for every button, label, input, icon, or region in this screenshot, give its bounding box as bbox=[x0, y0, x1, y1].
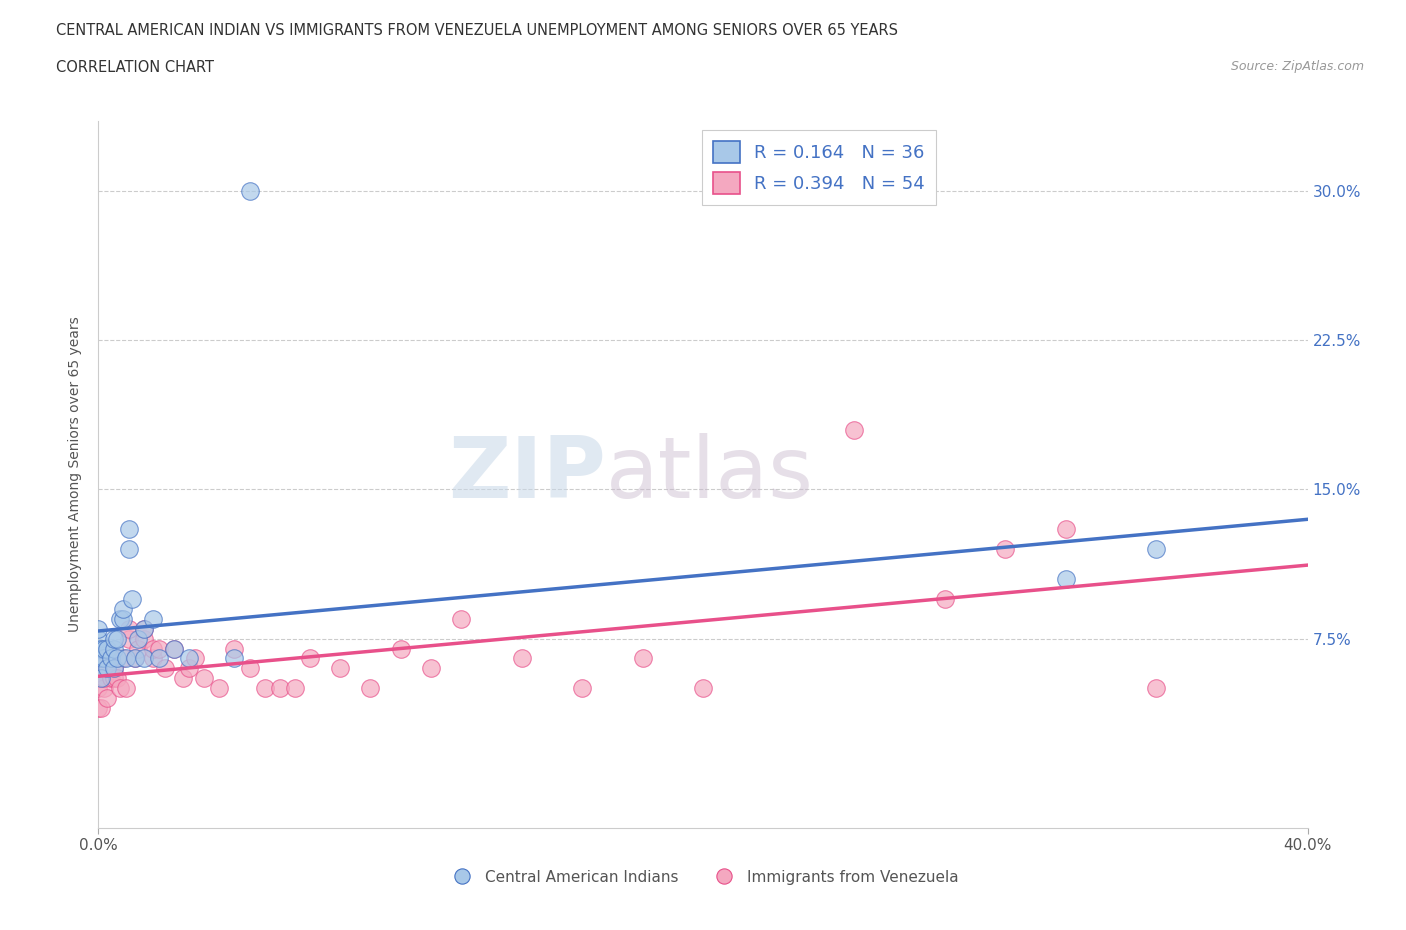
Point bbox=[692, 681, 714, 696]
Text: CORRELATION CHART: CORRELATION CHART bbox=[56, 60, 214, 75]
Point bbox=[103, 661, 125, 676]
Point bbox=[105, 671, 128, 685]
Point bbox=[118, 631, 141, 646]
Point bbox=[994, 541, 1017, 556]
Text: ZIP: ZIP bbox=[449, 432, 606, 516]
Point bbox=[87, 631, 110, 646]
Point bbox=[124, 651, 146, 666]
Point bbox=[90, 671, 112, 685]
Point bbox=[118, 621, 141, 636]
Point bbox=[108, 611, 131, 626]
Point bbox=[1054, 522, 1077, 537]
Point bbox=[111, 651, 134, 666]
Point bbox=[103, 631, 125, 646]
Point bbox=[121, 591, 143, 606]
Point bbox=[239, 661, 262, 676]
Point bbox=[96, 661, 118, 676]
Point bbox=[114, 681, 136, 696]
Point bbox=[224, 641, 246, 656]
Point bbox=[87, 651, 110, 666]
Point bbox=[148, 651, 170, 666]
Point bbox=[114, 651, 136, 666]
Legend: Central American Indians, Immigrants from Venezuela: Central American Indians, Immigrants fro… bbox=[441, 864, 965, 891]
Point bbox=[93, 671, 115, 685]
Point bbox=[132, 621, 155, 636]
Point bbox=[132, 621, 155, 636]
Point bbox=[132, 631, 155, 646]
Point bbox=[105, 651, 128, 666]
Point bbox=[90, 641, 112, 656]
Point bbox=[163, 641, 186, 656]
Point bbox=[844, 422, 866, 437]
Point bbox=[124, 651, 146, 666]
Point bbox=[93, 681, 115, 696]
Point bbox=[90, 671, 112, 685]
Point bbox=[360, 681, 382, 696]
Point bbox=[208, 681, 231, 696]
Point bbox=[1054, 571, 1077, 586]
Point bbox=[96, 641, 118, 656]
Point bbox=[142, 651, 165, 666]
Point bbox=[96, 661, 118, 676]
Point bbox=[142, 611, 165, 626]
Text: atlas: atlas bbox=[606, 432, 814, 516]
Point bbox=[184, 651, 207, 666]
Point bbox=[103, 661, 125, 676]
Point bbox=[100, 671, 122, 685]
Point bbox=[118, 522, 141, 537]
Point bbox=[153, 661, 176, 676]
Point bbox=[450, 611, 472, 626]
Point bbox=[148, 641, 170, 656]
Point bbox=[96, 691, 118, 706]
Point bbox=[105, 631, 128, 646]
Point bbox=[90, 651, 112, 666]
Point bbox=[631, 651, 654, 666]
Point bbox=[93, 651, 115, 666]
Point bbox=[179, 661, 201, 676]
Point bbox=[142, 641, 165, 656]
Point bbox=[510, 651, 533, 666]
Point bbox=[934, 591, 956, 606]
Point bbox=[127, 641, 149, 656]
Point bbox=[420, 661, 443, 676]
Text: CENTRAL AMERICAN INDIAN VS IMMIGRANTS FROM VENEZUELA UNEMPLOYMENT AMONG SENIORS : CENTRAL AMERICAN INDIAN VS IMMIGRANTS FR… bbox=[56, 23, 898, 38]
Point bbox=[93, 641, 115, 656]
Point bbox=[127, 631, 149, 646]
Point bbox=[224, 651, 246, 666]
Point bbox=[90, 701, 112, 716]
Point bbox=[111, 611, 134, 626]
Point bbox=[87, 701, 110, 716]
Point bbox=[87, 661, 110, 676]
Point bbox=[103, 641, 125, 656]
Text: Source: ZipAtlas.com: Source: ZipAtlas.com bbox=[1230, 60, 1364, 73]
Point bbox=[111, 602, 134, 617]
Point bbox=[179, 651, 201, 666]
Point bbox=[87, 681, 110, 696]
Point bbox=[284, 681, 307, 696]
Point bbox=[239, 183, 262, 198]
Point bbox=[299, 651, 322, 666]
Point bbox=[87, 671, 110, 685]
Point bbox=[103, 671, 125, 685]
Point bbox=[571, 681, 593, 696]
Point bbox=[193, 671, 215, 685]
Point bbox=[172, 671, 194, 685]
Point bbox=[253, 681, 276, 696]
Point bbox=[100, 651, 122, 666]
Y-axis label: Unemployment Among Seniors over 65 years: Unemployment Among Seniors over 65 years bbox=[69, 316, 83, 632]
Point bbox=[329, 661, 352, 676]
Point bbox=[87, 641, 110, 656]
Point bbox=[1144, 541, 1167, 556]
Point bbox=[118, 541, 141, 556]
Point bbox=[389, 641, 412, 656]
Point bbox=[108, 681, 131, 696]
Point bbox=[163, 641, 186, 656]
Point bbox=[1144, 681, 1167, 696]
Point bbox=[87, 661, 110, 676]
Point bbox=[87, 621, 110, 636]
Point bbox=[269, 681, 291, 696]
Point bbox=[132, 651, 155, 666]
